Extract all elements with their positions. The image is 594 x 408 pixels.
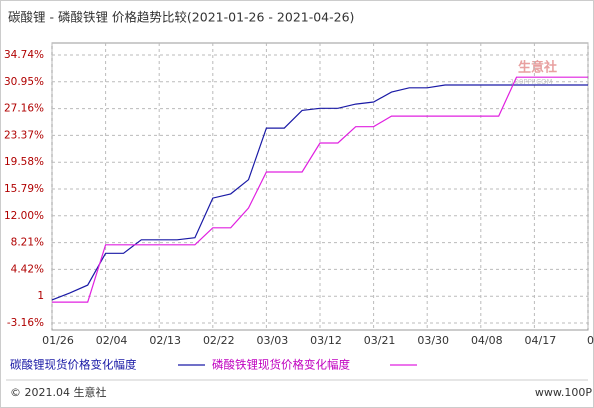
x-tick-label: 04 — [587, 334, 594, 347]
watermark: 生意社 — [518, 60, 557, 76]
y-tick-label: 34.74% — [4, 49, 44, 61]
y-tick-label: 8.21% — [11, 237, 44, 249]
x-tick-label: 04/17 — [525, 334, 557, 347]
x-tick-label: 02/13 — [149, 334, 181, 347]
y-tick-label: 15.79% — [4, 183, 44, 195]
footer-left: © 2021.04 生意社 — [10, 385, 106, 399]
footer-right: www.100P — [535, 386, 592, 399]
y-tick-label: -3.16% — [7, 317, 44, 329]
y-tick-label: 27.16% — [4, 103, 44, 115]
y-tick-label: 4.42% — [11, 263, 44, 275]
watermark-sub: 100PPI.COM — [510, 78, 553, 86]
x-tick-label: 03/21 — [364, 334, 396, 347]
series-line — [52, 76, 588, 303]
series-line — [51, 84, 588, 301]
y-tick-label: 30.95% — [4, 76, 44, 88]
y-tick-label: 12.00% — [4, 210, 44, 222]
legend-label: 碳酸锂现货价格变化幅度 — [10, 358, 137, 372]
x-tick-label: 01/26 — [42, 334, 74, 347]
x-tick-label: 02/04 — [96, 334, 128, 347]
x-tick-label: 02/22 — [203, 334, 235, 347]
x-tick-label: 03/30 — [417, 334, 449, 347]
x-tick-label: 03/03 — [257, 334, 289, 347]
y-tick-label: 1 — [37, 290, 44, 302]
x-tick-label: 03/12 — [310, 334, 342, 347]
x-tick-label: 04/08 — [471, 334, 503, 347]
chart-title: 碳酸锂 - 磷酸铁锂 价格趋势比较(2021-01-26 - 2021-04-2… — [8, 10, 354, 25]
legend-label: 磷酸铁锂现货价格变化幅度 — [212, 358, 350, 372]
y-tick-label: 19.58% — [4, 156, 44, 168]
y-tick-label: 23.37% — [4, 129, 44, 141]
